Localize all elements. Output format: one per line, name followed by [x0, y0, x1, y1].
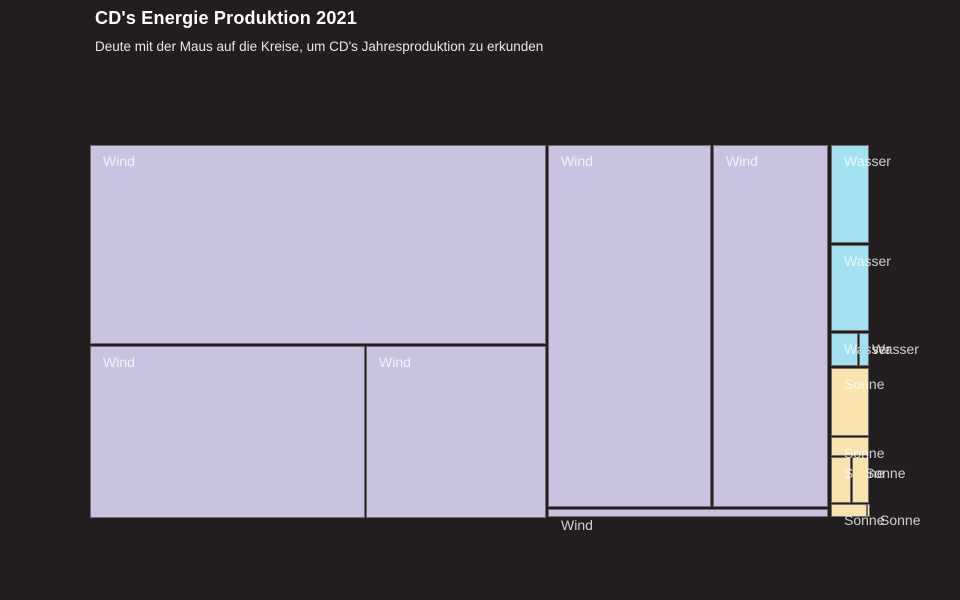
chart-title: CD's Energie Produktion 2021 — [95, 8, 357, 28]
treemap-node-label: Wasser — [844, 253, 891, 269]
treemap-node-wind[interactable]: Wind — [713, 145, 828, 507]
treemap-node-label: Wind — [379, 354, 411, 370]
treemap-node-label: Sonne — [865, 465, 906, 481]
treemap-node-label: Wind — [103, 153, 135, 169]
treemap-node-wasser[interactable]: Wasser — [831, 333, 891, 366]
chart-subtitle: Deute mit der Maus auf die Kreise, um CD… — [95, 39, 544, 54]
treemap-node-label: Sonne — [844, 512, 885, 528]
treemap-node-label: Wasser — [872, 341, 919, 357]
treemap-node-sonne[interactable]: Sonne — [852, 457, 905, 503]
treemap-node-label: Wasser — [844, 153, 891, 169]
treemap-node-wind[interactable]: Wind — [90, 346, 365, 518]
treemap-node-label: Sonne — [844, 376, 885, 392]
treemap-node-sonne[interactable]: Sonne — [831, 457, 884, 503]
treemap-node-wasser[interactable]: Wasser — [831, 145, 891, 243]
treemap-node-sonne[interactable]: Sonne — [867, 504, 920, 528]
treemap-node-sonne[interactable]: Sonne — [831, 437, 884, 461]
treemap-node-sonne[interactable]: Sonne — [831, 368, 884, 436]
treemap-node-wasser[interactable]: Wasser — [831, 245, 891, 331]
treemap-node-label: Wind — [561, 517, 593, 533]
treemap-node-label: Wind — [103, 354, 135, 370]
treemap-node-wind[interactable]: Wind — [90, 145, 546, 344]
treemap-node-label: Sonne — [880, 512, 921, 528]
treemap-node-wind[interactable]: Wind — [548, 509, 828, 533]
treemap-node-wasser[interactable]: Wasser — [859, 333, 919, 366]
treemap-node-wind[interactable]: Wind — [366, 346, 546, 518]
treemap-node-label: Wind — [726, 153, 758, 169]
treemap-node-label: Wind — [561, 153, 593, 169]
treemap-node-sonne[interactable]: Sonne — [831, 504, 884, 528]
treemap-node-wind[interactable]: Wind — [548, 145, 711, 507]
